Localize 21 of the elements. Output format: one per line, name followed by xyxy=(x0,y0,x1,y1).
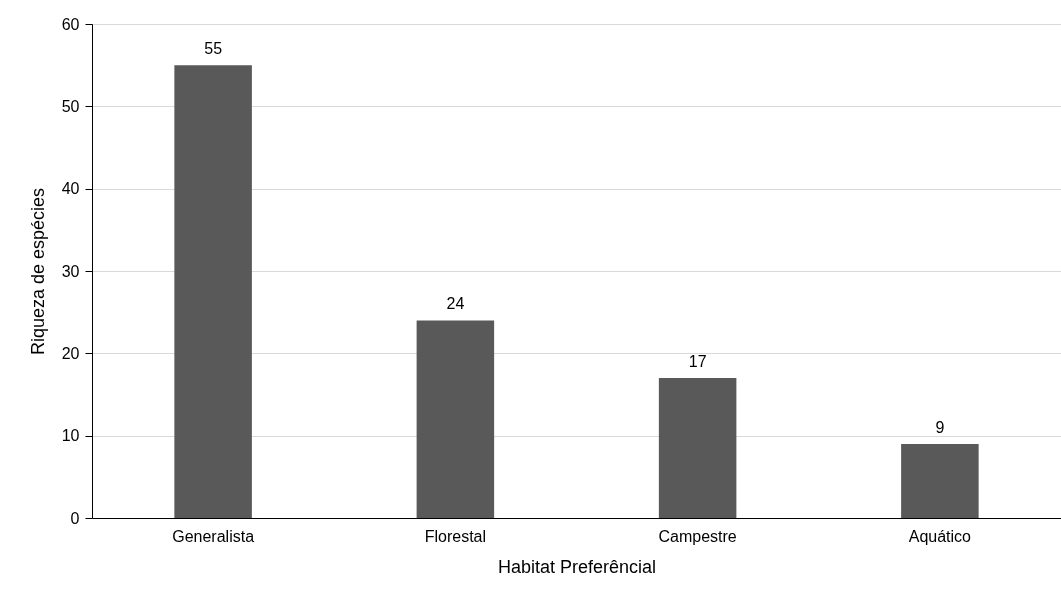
y-tick-label: 30 xyxy=(61,262,80,280)
bar xyxy=(658,378,737,518)
x-axis-title: Habitat Preferêncial xyxy=(497,556,657,577)
x-tick-label: Campestre xyxy=(658,527,737,545)
data-label: 17 xyxy=(688,353,707,371)
y-tick-label: 20 xyxy=(61,344,80,362)
y-tick-label: 0 xyxy=(70,509,80,527)
bar xyxy=(901,443,979,518)
data-label: 24 xyxy=(446,295,465,313)
bar xyxy=(416,320,495,518)
y-tick-label: 60 xyxy=(61,15,80,33)
y-tick-label: 40 xyxy=(61,180,80,198)
x-tick-label: Aquático xyxy=(908,527,972,545)
y-axis-title: Riqueza de espécies xyxy=(27,187,48,356)
y-tick-label: 10 xyxy=(61,427,80,445)
y-tick-label: 50 xyxy=(61,97,80,115)
x-tick-label: Florestal xyxy=(424,527,487,545)
data-label: 55 xyxy=(204,40,223,58)
data-label: 9 xyxy=(935,418,945,436)
x-tick-label: Generalista xyxy=(172,527,255,545)
bar xyxy=(174,65,252,518)
